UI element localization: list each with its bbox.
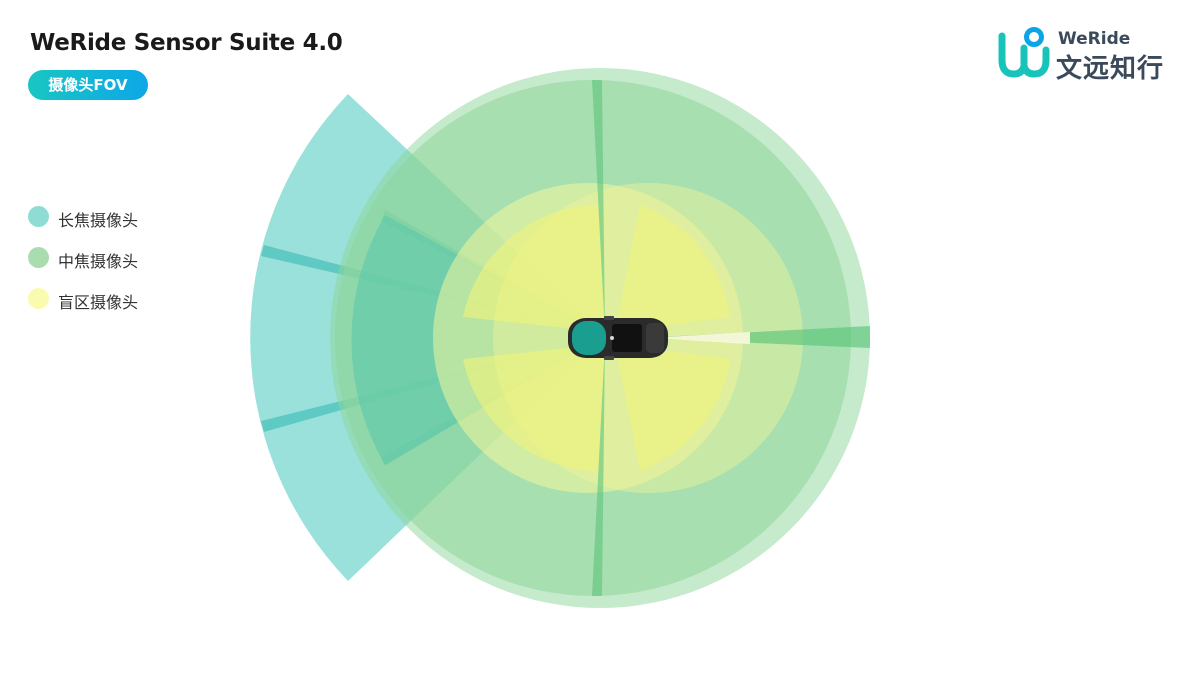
legend-label: 盲区摄像头 (58, 293, 139, 312)
legend-label: 中焦摄像头 (58, 252, 139, 271)
vehicle-icon (568, 316, 668, 360)
section-badge: 摄像头FOV (28, 70, 148, 100)
legend-label: 长焦摄像头 (58, 211, 139, 230)
blind-fov-rear-right-lobe (463, 344, 605, 471)
blind-fov-rear-left-lobe (463, 205, 605, 332)
weride-logo: WeRide 文远知行 (996, 26, 1176, 84)
page-title: WeRide Sensor Suite 4.0 (30, 30, 343, 56)
legend-dot-icon (28, 288, 49, 309)
blind-fov-front-right-lobe (615, 344, 730, 471)
side-beam-down (592, 342, 605, 596)
front-light-beam (650, 332, 750, 344)
front-beam (640, 326, 870, 348)
logo-text-cn: 文远知行 (1056, 54, 1165, 84)
blind-fov-front-left-lobe (615, 205, 730, 332)
logo-text-en: WeRide (1058, 29, 1131, 49)
side-beam-up (592, 80, 605, 334)
weride-logo-icon (998, 27, 1050, 78)
legend-dot-icon (28, 206, 49, 227)
legend-dot-icon (28, 247, 49, 268)
